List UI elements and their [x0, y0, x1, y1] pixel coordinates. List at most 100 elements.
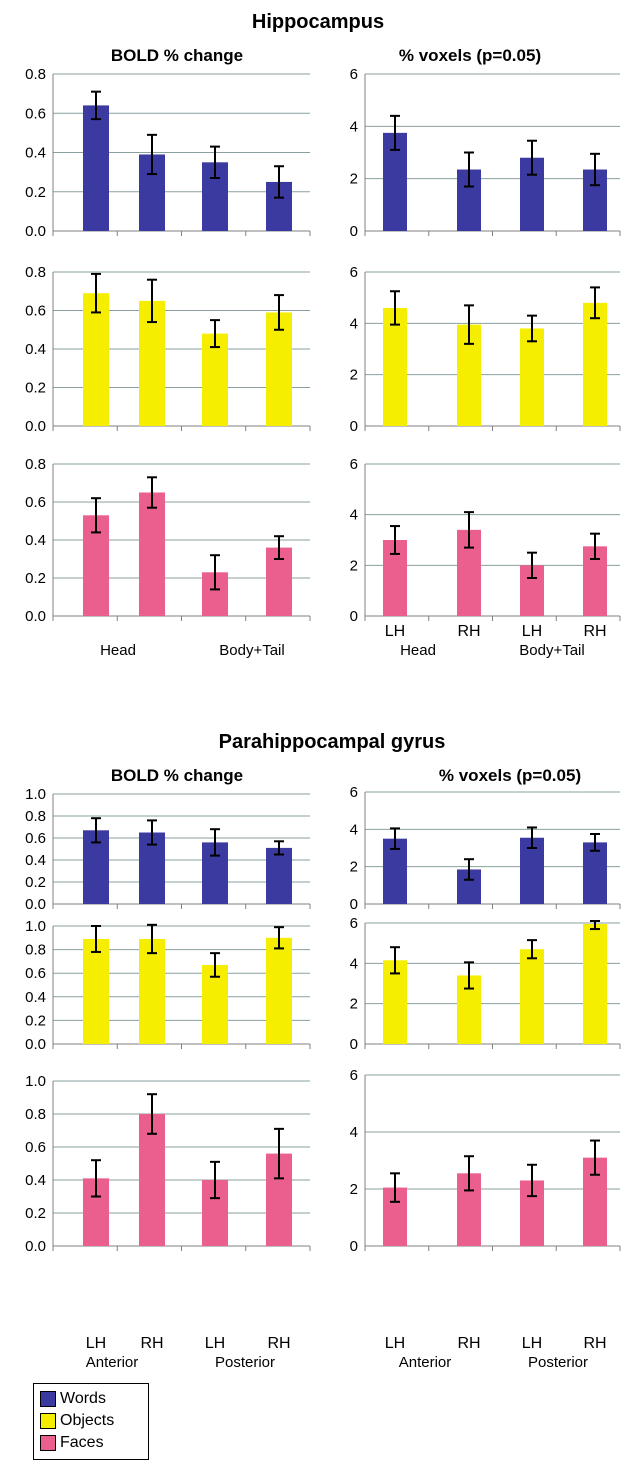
- panel-9-bar-1: [83, 938, 109, 1044]
- panel-1-title: BOLD % change: [111, 46, 243, 65]
- panel-2-ytick-1: 2: [350, 171, 358, 188]
- panel-3-bar-4: [266, 312, 292, 426]
- panel-8-title: % voxels (p=0.05): [439, 766, 581, 785]
- legend-swatch-words: [40, 1391, 56, 1407]
- panel-3-ytick-1: 0.2: [25, 380, 46, 397]
- panel-8-bar-4: [583, 842, 607, 904]
- panel-12-ytick-0: 0: [350, 1238, 358, 1255]
- panel-9-bar-3: [202, 964, 228, 1044]
- panel-4-bar-3: [520, 328, 544, 426]
- panel-12-category-label-3: LH: [522, 1335, 542, 1352]
- panel-7-bar-4: [266, 847, 292, 904]
- panel-4-bar-4: [583, 302, 607, 426]
- parahippo-right-xgroup-2: Posterior: [528, 1354, 588, 1371]
- panel-9-ytick-0: 0.0: [25, 1036, 46, 1053]
- panel-5-ytick-4: 0.8: [25, 456, 46, 473]
- panel-11-category-label-3: LH: [205, 1335, 225, 1352]
- panel-9-ytick-4: 0.8: [25, 942, 46, 959]
- panel-2-ytick-3: 6: [350, 66, 358, 83]
- panel-10-bar-4: [583, 924, 607, 1044]
- panel-6-category-label-3: LH: [522, 623, 542, 640]
- panel-6-ytick-2: 4: [350, 507, 358, 524]
- hippo-left-xgroup-2: Body+Tail: [219, 642, 284, 659]
- panel-11-ytick-3: 0.6: [25, 1139, 46, 1156]
- panel-12-ytick-2: 4: [350, 1124, 358, 1141]
- panel-2-ytick-2: 4: [350, 118, 358, 135]
- legend-item-objects: Objects: [40, 1410, 114, 1432]
- panel-1-ytick-1: 0.2: [25, 184, 46, 201]
- panel-5-ytick-1: 0.2: [25, 570, 46, 587]
- panel-12-ytick-1: 2: [350, 1181, 358, 1198]
- panel-6-category-label-1: LH: [385, 623, 405, 640]
- panel-3-bar-3: [202, 333, 228, 426]
- panel-11-category-label-4: RH: [267, 1335, 290, 1352]
- hippo-right-xgroup-2: Body+Tail: [519, 642, 584, 659]
- legend-item-faces: Faces: [40, 1432, 104, 1454]
- panel-4-bar-1: [383, 307, 407, 426]
- panel-9-ytick-2: 0.4: [25, 989, 46, 1006]
- chart-panels: 0.0 0.2 0.4 0.6 0.8 BOLD % change 0 2 4 6 % voxels…: [25, 46, 621, 1352]
- panel-1-ytick-2: 0.4: [25, 145, 46, 162]
- panel-7-ytick-3: 0.6: [25, 830, 46, 847]
- panel-10-ytick-3: 6: [350, 915, 358, 932]
- panel-7-ytick-2: 0.4: [25, 852, 46, 869]
- panel-5-ytick-3: 0.6: [25, 494, 46, 511]
- panel-2-ytick-0: 0: [350, 223, 358, 240]
- panel-1-ytick-0: 0.0: [25, 223, 46, 240]
- panel-10-ytick-1: 2: [350, 996, 358, 1013]
- legend-label-words: Words: [60, 1390, 106, 1407]
- panel-11-category-label-1: LH: [86, 1335, 106, 1352]
- section-title-hippocampus: Hippocampus: [252, 11, 384, 33]
- panel-4-ytick-0: 0: [350, 418, 358, 435]
- panel-6-category-label-4: RH: [583, 623, 606, 640]
- panel-6-ytick-0: 0: [350, 608, 358, 625]
- panel-11-ytick-1: 0.2: [25, 1205, 46, 1222]
- panel-12-ytick-3: 6: [350, 1067, 358, 1084]
- legend: Words Objects Faces: [33, 1383, 149, 1460]
- panel-9-ytick-3: 0.6: [25, 965, 46, 982]
- panel-3-ytick-0: 0.0: [25, 418, 46, 435]
- legend-label-faces: Faces: [60, 1434, 104, 1451]
- panel-1-bar-1: [83, 105, 109, 231]
- panel-8-ytick-0: 0: [350, 896, 358, 913]
- panel-8-ytick-2: 4: [350, 821, 358, 838]
- panel-10-bar-3: [520, 949, 544, 1044]
- panel-9-bar-2: [139, 938, 165, 1044]
- parahippo-left-xgroup-2: Posterior: [215, 1354, 275, 1371]
- panel-2-title: % voxels (p=0.05): [399, 46, 541, 65]
- panel-11-ytick-5: 1.0: [25, 1073, 46, 1090]
- panel-11-ytick-0: 0.0: [25, 1238, 46, 1255]
- panel-8-ytick-1: 2: [350, 859, 358, 876]
- panel-10-ytick-2: 4: [350, 955, 358, 972]
- panel-5-ytick-0: 0.0: [25, 608, 46, 625]
- panel-6-ytick-1: 2: [350, 557, 358, 574]
- hippo-right-xgroup-1: Head: [400, 642, 436, 659]
- panel-6-category-label-2: RH: [457, 623, 480, 640]
- panel-10-ytick-0: 0: [350, 1036, 358, 1053]
- panel-8-ytick-3: 6: [350, 784, 358, 801]
- panel-7-ytick-5: 1.0: [25, 786, 46, 803]
- panel-11-ytick-2: 0.4: [25, 1172, 46, 1189]
- panel-3-ytick-4: 0.8: [25, 264, 46, 281]
- panel-12-category-label-2: RH: [457, 1335, 480, 1352]
- legend-swatch-faces: [40, 1435, 56, 1451]
- panel-4-ytick-3: 6: [350, 264, 358, 281]
- panel-5-ytick-2: 0.4: [25, 532, 46, 549]
- section-title-parahippocampal: Parahippocampal gyrus: [219, 731, 446, 753]
- panel-1-ytick-4: 0.8: [25, 66, 46, 83]
- panel-11-category-label-2: RH: [140, 1335, 163, 1352]
- panel-9-ytick-1: 0.2: [25, 1012, 46, 1029]
- panel-3-ytick-3: 0.6: [25, 303, 46, 320]
- hippo-left-xgroup-1: Head: [100, 642, 136, 659]
- panel-12-category-label-1: LH: [385, 1335, 405, 1352]
- parahippo-left-xgroup-1: Anterior: [86, 1354, 139, 1371]
- panel-3-bar-1: [83, 293, 109, 426]
- parahippo-right-xgroup-1: Anterior: [399, 1354, 452, 1371]
- panel-1-ytick-3: 0.6: [25, 105, 46, 122]
- panel-9-ytick-5: 1.0: [25, 918, 46, 935]
- panel-11-ytick-4: 0.8: [25, 1106, 46, 1123]
- panel-7-ytick-4: 0.8: [25, 808, 46, 825]
- panel-9-bar-4: [266, 937, 292, 1044]
- panel-3-ytick-2: 0.4: [25, 341, 46, 358]
- panel-11-bar-2: [139, 1114, 165, 1246]
